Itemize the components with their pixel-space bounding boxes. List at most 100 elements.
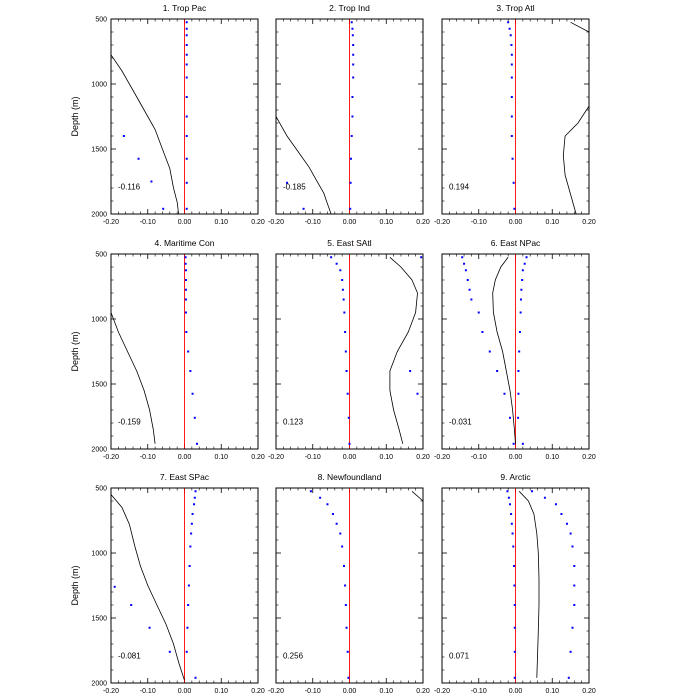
data-point [148, 626, 151, 629]
data-point [488, 350, 491, 353]
data-point [496, 370, 499, 372]
panel-title: 9. Arctic [500, 472, 531, 482]
data-point [510, 96, 513, 98]
panel-2: 2. Trop Ind -0.20 -0.10 0.00 0.10 0.20 -0.185 [268, 3, 430, 226]
x-tick-label: -0.20 [103, 688, 119, 695]
data-point [351, 34, 354, 37]
data-point [184, 269, 187, 272]
data-point [345, 370, 348, 372]
data-point [352, 63, 355, 66]
data-point [326, 503, 329, 506]
panel-value-label: -0.185 [283, 183, 306, 192]
data-point [477, 311, 480, 314]
panel-value-label: 0.123 [283, 418, 304, 427]
data-point [351, 115, 354, 118]
data-point [344, 584, 347, 587]
data-point [513, 676, 516, 679]
data-point [571, 545, 574, 548]
panel-9: 9. Arctic -0.20 -0.10 0.00 0.10 0.20 0.071 [434, 472, 596, 695]
x-tick-label: 0.10 [379, 688, 393, 695]
data-point [510, 76, 513, 79]
panel-frame [441, 487, 590, 684]
panel-title: 1. Trop Pac [163, 3, 207, 13]
y-tick-label: 500 [95, 17, 107, 24]
panel-value-label: -0.116 [118, 183, 141, 192]
data-point [347, 416, 350, 419]
x-tick-label: 0.00 [509, 454, 523, 461]
data-point [349, 181, 352, 184]
data-point [517, 370, 520, 372]
data-point [185, 27, 188, 30]
data-point [191, 392, 194, 395]
data-point [184, 279, 187, 281]
data-point [339, 269, 342, 272]
data-point [352, 53, 355, 56]
data-point [184, 298, 187, 301]
data-point [344, 350, 347, 353]
data-point [349, 207, 352, 210]
data-point [185, 96, 188, 98]
data-point [569, 650, 572, 653]
x-tick-label: -0.10 [305, 688, 321, 695]
data-point [571, 626, 574, 629]
x-tick-label: -0.20 [268, 454, 284, 461]
y-tick-label: 2000 [91, 212, 107, 219]
data-point [344, 604, 347, 606]
data-point [508, 503, 511, 506]
x-tick-label: 0.10 [214, 219, 228, 226]
panel-value-label: -0.159 [118, 418, 141, 427]
data-point [519, 311, 522, 314]
panel-value-label: 0.256 [283, 652, 304, 661]
panel-7: 7. East SPac Depth (m) -0.20 -0.10 0.00 0.10 0… [70, 472, 265, 695]
data-point [189, 545, 192, 548]
y-axis-label: Depth (m) [70, 96, 80, 136]
x-tick-label: 0.20 [251, 219, 265, 226]
data-point [518, 331, 521, 333]
data-point [162, 207, 165, 210]
profile-line [411, 490, 424, 502]
panel-value-label: 0.194 [449, 183, 470, 192]
data-point [195, 442, 198, 445]
data-point [184, 256, 187, 259]
data-point [190, 522, 193, 525]
data-point [150, 180, 153, 183]
data-point [191, 513, 194, 515]
data-point [185, 181, 188, 184]
panel-frame [441, 253, 590, 450]
data-point [341, 288, 344, 291]
data-point [518, 350, 521, 353]
profile-line [110, 494, 185, 681]
data-point [463, 262, 466, 265]
profile-line [110, 54, 179, 215]
data-point [351, 27, 354, 30]
y-tick-label: 2000 [91, 681, 107, 688]
x-tick-label: 0.20 [416, 219, 430, 226]
data-point [506, 490, 509, 493]
data-point [521, 442, 524, 445]
x-tick-label: -0.20 [268, 219, 284, 226]
x-tick-label: 0.00 [343, 454, 357, 461]
data-point [339, 532, 342, 535]
data-point [193, 503, 196, 506]
data-point [187, 584, 190, 587]
data-point [512, 181, 515, 184]
data-point [511, 532, 514, 535]
data-point [481, 331, 484, 333]
data-point [510, 63, 513, 66]
x-tick-label: 0.00 [509, 219, 523, 226]
profile-line [570, 21, 590, 33]
panel-1: 1. Trop Pac Depth (m) -0.20 -0.10 0.00 0.10 0.… [70, 3, 265, 226]
profile-line [275, 116, 332, 215]
panel-frame [275, 487, 424, 684]
x-tick-label: 0.00 [509, 688, 523, 695]
data-point [343, 311, 346, 314]
data-point [523, 262, 526, 265]
x-tick-label: 0.20 [251, 688, 265, 695]
profile-line [110, 312, 156, 444]
data-point [508, 27, 511, 30]
data-point [510, 53, 513, 56]
x-tick-label: -0.10 [471, 454, 487, 461]
data-point [510, 522, 513, 525]
x-tick-label: 0.00 [343, 688, 357, 695]
y-tick-label: 1500 [91, 616, 107, 623]
